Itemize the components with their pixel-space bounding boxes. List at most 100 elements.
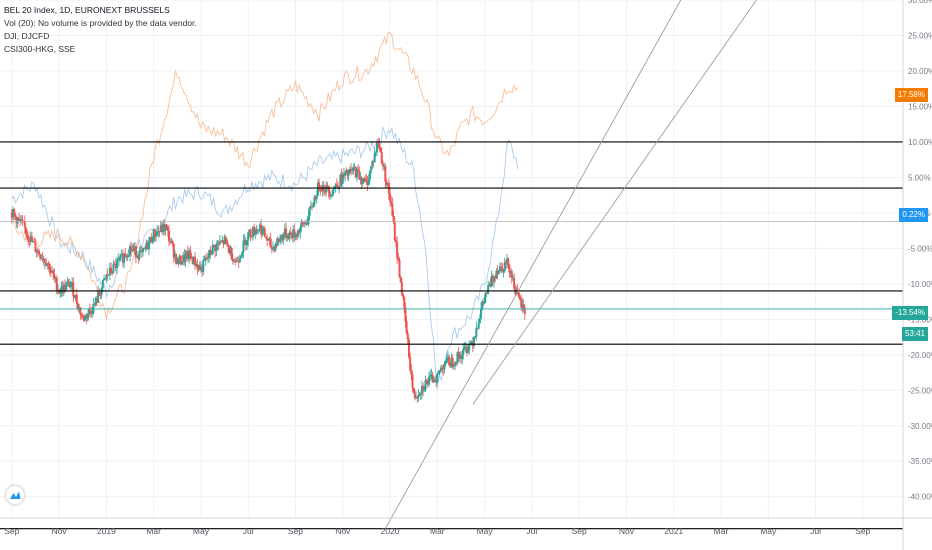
candle [250, 236, 253, 239]
candle-body [220, 241, 223, 243]
candle [132, 243, 135, 253]
candle-body [490, 275, 493, 287]
candle [367, 173, 370, 186]
candle-body [36, 250, 39, 252]
candle [253, 223, 256, 237]
candle [196, 258, 199, 275]
time-tick-label: 2019 [97, 526, 116, 536]
legend-volume[interactable]: Vol (20): No volume is provided by the d… [4, 18, 197, 28]
candle [495, 268, 498, 280]
candle-body [377, 142, 380, 144]
legend-main-series[interactable]: BEL 20 Index, 1D, EURONEXT BRUSSELS [4, 5, 170, 15]
price-axis[interactable]: 30.00%25.00%20.00%15.00%10.00%5.00%0.00%… [902, 0, 932, 550]
legend-compare-csi[interactable]: CSI300-HKG, SSE [4, 44, 76, 54]
candle [496, 265, 499, 280]
candle-body [281, 235, 284, 240]
candle-body [303, 222, 306, 225]
candle-body [274, 243, 277, 251]
candle-body [225, 239, 228, 245]
horizontal-levels[interactable] [0, 0, 903, 530]
candle [335, 178, 338, 187]
candle [313, 194, 316, 207]
candle-body [136, 255, 139, 258]
candle [175, 252, 178, 266]
candle-body [78, 307, 81, 310]
candle-body [501, 268, 504, 272]
candle-body [480, 308, 483, 319]
candle [256, 227, 259, 234]
candle [449, 362, 452, 369]
candle-body [415, 397, 418, 399]
candle [476, 327, 479, 330]
candle-body [294, 234, 297, 238]
candle-body [94, 298, 97, 305]
candle-body [507, 258, 510, 266]
candle-body [328, 191, 331, 197]
candle [185, 249, 188, 259]
candle [106, 268, 109, 282]
candle [162, 219, 165, 237]
candle-body [55, 277, 58, 291]
candle-body [423, 389, 426, 391]
time-tick-label: Mar [714, 526, 729, 536]
candle-body [337, 186, 340, 189]
candle-body [131, 249, 134, 251]
price-tick-label: 15.00% [908, 102, 932, 111]
candle-body [506, 258, 509, 264]
candle [420, 380, 423, 400]
tradingview-logo-icon[interactable] [6, 486, 24, 504]
candle [30, 232, 33, 243]
candle [199, 261, 202, 273]
candle [318, 178, 321, 193]
candle-body [523, 308, 526, 315]
trend-channel-line [472, 0, 757, 405]
candle-body [378, 143, 381, 148]
candle-body [152, 229, 155, 242]
candle-body [491, 275, 494, 282]
candle [127, 249, 130, 258]
candle [389, 188, 392, 207]
candle-body [513, 278, 516, 289]
candle-body [179, 255, 182, 265]
candle [192, 255, 195, 265]
candle-body [40, 258, 43, 260]
candle [142, 247, 145, 257]
candle [71, 277, 74, 290]
candle-body [413, 393, 416, 399]
candle-body [197, 264, 200, 270]
legend-compare-dji[interactable]: DJI, DJCFD [4, 31, 50, 41]
time-tick-label: Nov [335, 526, 351, 536]
candle-body [65, 284, 68, 291]
candle-body [474, 336, 477, 338]
candle-body [198, 264, 201, 270]
candle-body [270, 247, 273, 250]
candle-body [392, 216, 395, 223]
candle [354, 166, 357, 179]
candle-body [118, 258, 121, 260]
candle [337, 181, 340, 191]
candle [348, 166, 351, 174]
candle [493, 275, 496, 288]
candle-body [431, 374, 434, 383]
candle-body [259, 224, 262, 231]
candle-body [400, 282, 403, 294]
candle-body [90, 311, 93, 314]
candle [294, 232, 297, 241]
candle-body [196, 263, 199, 270]
candle [47, 260, 50, 270]
candle-body [256, 229, 259, 231]
candle-body [153, 229, 156, 237]
candle [277, 237, 280, 243]
candle [14, 212, 17, 220]
candle [125, 254, 128, 261]
candle-body [188, 250, 191, 260]
candle [145, 239, 148, 251]
candle-body [521, 304, 524, 308]
candle [269, 232, 272, 248]
candle [413, 389, 416, 401]
candle-body [283, 228, 286, 235]
time-axis[interactable]: Sep Nov 2019 Mar May Jul Sep Nov 2020 Mar May Jul Se… [0, 517, 932, 536]
candle [503, 257, 506, 274]
candle [243, 234, 246, 246]
